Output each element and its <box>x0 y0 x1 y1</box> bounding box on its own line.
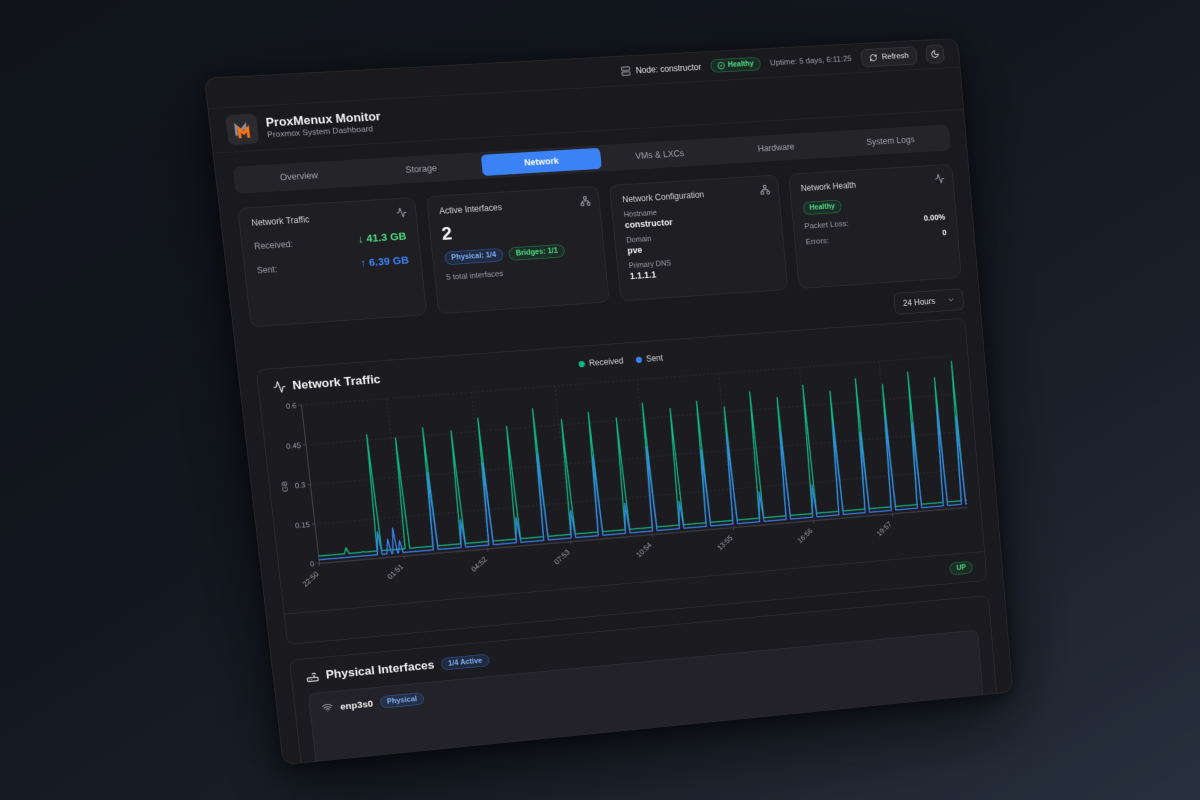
errors-value: 0 <box>942 228 947 238</box>
svg-text:0.6: 0.6 <box>285 401 297 410</box>
domain-field: Domain pve <box>626 227 772 256</box>
health-status-label: Healthy <box>727 59 755 70</box>
network-health-card: Network Health Healthy Packet Loss: 0.00… <box>788 163 962 289</box>
dns-field: Primary DNS 1.1.1.1 <box>628 252 774 281</box>
chart-title: Network Traffic <box>291 372 382 393</box>
errors-row: Errors: 0 <box>805 229 947 247</box>
svg-text:10:54: 10:54 <box>635 540 654 559</box>
svg-text:07:53: 07:53 <box>553 548 572 566</box>
svg-text:0.45: 0.45 <box>286 441 302 451</box>
refresh-label: Refresh <box>881 51 910 62</box>
network-tree-icon <box>759 184 770 195</box>
activity-icon <box>395 207 407 218</box>
svg-text:16:56: 16:56 <box>796 527 814 545</box>
active-count-badge: 1/4 Active <box>440 653 490 671</box>
svg-text:0.15: 0.15 <box>295 520 311 530</box>
dashboard-window: Node: constructor Healthy Uptime: 5 days… <box>204 38 1014 766</box>
interface-badges: Physical: 1/4 Bridges: 1/1 <box>443 242 593 265</box>
tab-overview[interactable]: Overview <box>279 170 319 183</box>
tab-vms-lxcs[interactable]: VMs & LXCs <box>634 148 685 162</box>
sent-label: Sent: <box>256 263 278 276</box>
health-badge-row: Healthy <box>802 192 944 215</box>
proxmenux-logo <box>225 113 260 145</box>
legend-sent: Sent <box>635 353 663 365</box>
uptime-label: Uptime: 5 days, 6:11:25 <box>769 54 852 68</box>
wifi-icon <box>321 702 334 714</box>
network-configuration-card: Network Configuration Hostname construct… <box>609 174 788 302</box>
refresh-button[interactable]: Refresh <box>860 46 918 68</box>
activity-icon <box>934 173 945 184</box>
theme-toggle-button[interactable] <box>925 44 945 64</box>
sent-value: ↑ 6.39 GB <box>359 254 410 270</box>
sent-row: Sent: ↑ 6.39 GB <box>256 254 409 276</box>
app-titles: ProxMenux Monitor Proxmox System Dashboa… <box>265 109 382 139</box>
card-title: Network Traffic <box>250 214 310 229</box>
chart-plot-area: 0 0.15 0.3 0.45 0.6 22:50 01:51 04:52 07:53 10:54… <box>260 345 984 611</box>
interface-type-badge: Physical <box>379 692 425 709</box>
tab-storage[interactable]: Storage <box>405 163 438 175</box>
tab-system-logs[interactable]: System Logs <box>865 134 916 148</box>
legend-received: Received <box>578 356 624 369</box>
svg-text:0: 0 <box>310 560 316 569</box>
total-interfaces-note: 5 total interfaces <box>445 269 504 282</box>
main-content: Overview Storage Network VMs & LXCs Hard… <box>213 110 1013 766</box>
chart-legend: Received Sent <box>578 353 663 369</box>
refresh-icon <box>869 53 878 62</box>
legend-dot-received <box>578 360 586 368</box>
moon-icon <box>930 49 939 58</box>
network-traffic-chart-card: Network Traffic Received Sent 0 0.15 0.3 0.… <box>255 317 988 645</box>
received-row: Received: ↓ 41.3 GB <box>253 230 407 252</box>
health-badge: Healthy <box>802 199 843 215</box>
active-interfaces-card: Active Interfaces 2 Physical: 1/4 Bridge… <box>425 185 610 315</box>
received-label: Received: <box>253 238 294 252</box>
physical-interfaces-title: Physical Interfaces <box>325 658 435 682</box>
svg-text:04:52: 04:52 <box>470 555 489 573</box>
network-traffic-card: Network Traffic Received: ↓ 41.3 GB Sent… <box>237 197 427 328</box>
router-icon <box>305 670 319 684</box>
hostname-field: Hostname constructor <box>623 202 769 231</box>
chevron-down-icon <box>947 296 956 305</box>
card-title: Network Configuration <box>621 189 705 205</box>
interface-up-badge: UP <box>949 561 974 576</box>
svg-text:01:51: 01:51 <box>386 562 405 581</box>
activity-icon <box>272 380 286 394</box>
svg-text:GB: GB <box>280 481 290 492</box>
svg-text:0.3: 0.3 <box>294 481 305 490</box>
time-range-select[interactable]: 24 Hours <box>893 288 965 315</box>
physical-count-badge: Physical: 1/4 <box>443 247 504 265</box>
errors-label: Errors: <box>805 236 830 247</box>
node-label: Node: constructor <box>635 61 702 76</box>
svg-text:22:50: 22:50 <box>301 569 321 588</box>
interface-name: enp3s0 <box>339 698 374 712</box>
legend-sent-label: Sent <box>645 352 664 364</box>
received-value: ↓ 41.3 GB <box>357 230 407 246</box>
network-icon <box>579 195 590 206</box>
node-info: Node: constructor <box>621 62 702 76</box>
bridges-count-badge: Bridges: 1/1 <box>508 243 566 261</box>
tab-hardware[interactable]: Hardware <box>757 141 795 154</box>
active-interfaces-count: 2 <box>440 222 454 245</box>
packet-loss-label: Packet Loss: <box>803 219 849 231</box>
health-status-badge: Healthy <box>710 56 762 73</box>
svg-text:19:57: 19:57 <box>875 520 893 538</box>
server-icon <box>621 66 632 76</box>
tab-network[interactable]: Network <box>480 147 602 176</box>
svg-text:13:55: 13:55 <box>716 533 735 552</box>
traffic-line-chart: 0 0.15 0.3 0.45 0.6 22:50 01:51 04:52 07:53 10:54… <box>280 348 977 588</box>
card-title: Network Health <box>800 180 857 194</box>
card-title: Active Interfaces <box>438 202 503 217</box>
packet-loss-row: Packet Loss: 0.00% <box>804 213 946 230</box>
legend-dot-sent <box>635 356 643 363</box>
time-range-value: 24 Hours <box>902 296 936 309</box>
check-circle-icon <box>717 62 725 70</box>
legend-received-label: Received <box>588 355 624 369</box>
packet-loss-value: 0.00% <box>923 213 946 223</box>
